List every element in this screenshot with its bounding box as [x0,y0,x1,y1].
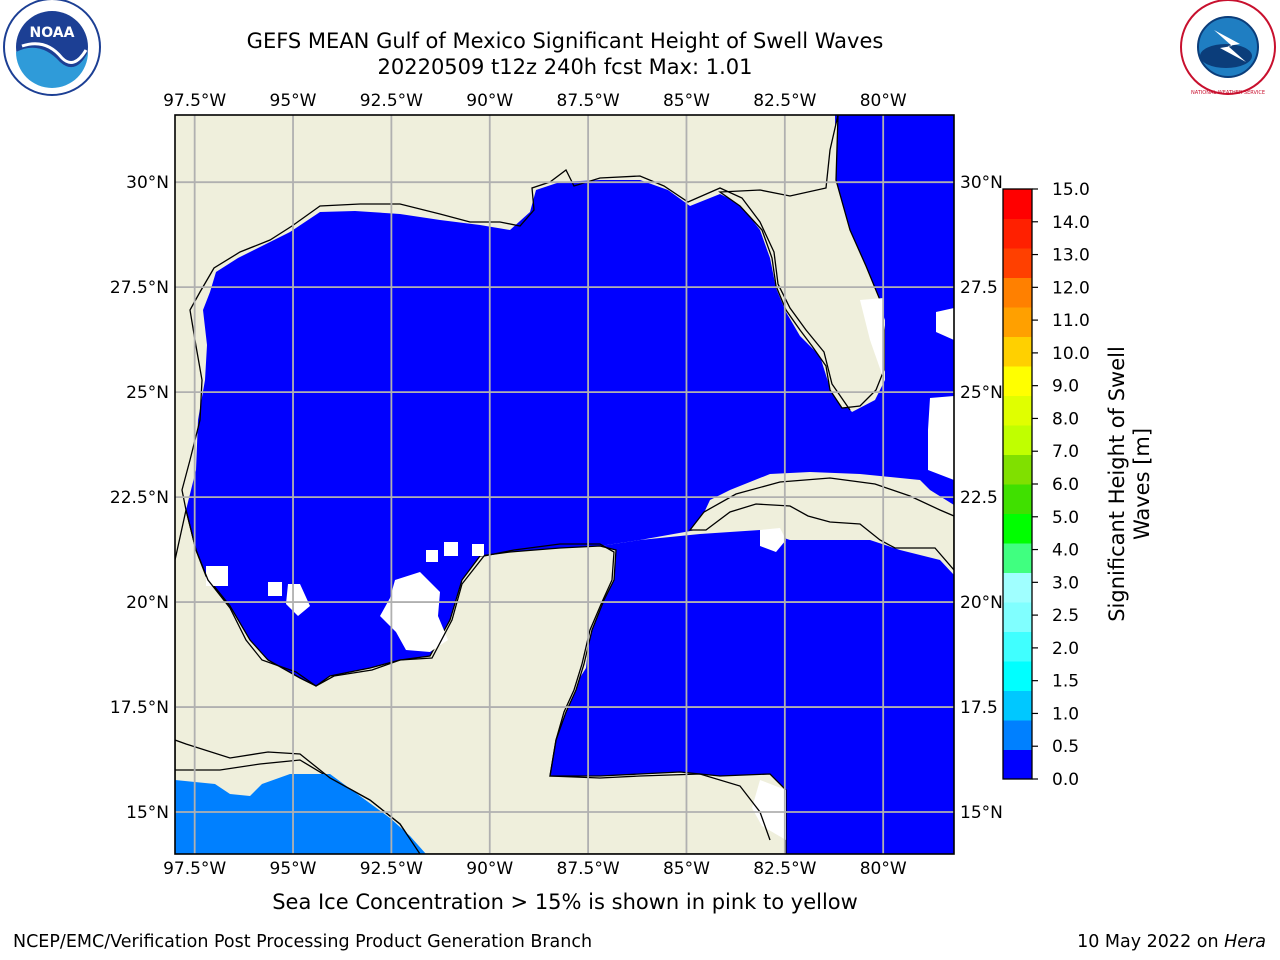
map-border [174,114,955,855]
lon-label-bottom: 85°W [663,859,710,879]
lat-label-left: 20°N [126,593,169,613]
map-subtitle: 20220509 t12z 240h fcst Max: 1.01 [377,55,753,79]
lon-label-bottom: 87.5°W [557,859,620,879]
noaa-logo: NOAA [3,0,101,96]
colorbar-label-line1: Significant Height of Swell [1105,346,1129,622]
svg-text:NATIONAL WEATHER SERVICE: NATIONAL WEATHER SERVICE [1191,90,1265,96]
colorbar-tick-label: 0.0 [1052,770,1079,790]
footer-date-text: 10 May 2022 on [1077,932,1225,952]
colorbar-tick-label: 11.0 [1052,311,1090,331]
lat-label-right: 27.5 [960,278,998,298]
lon-label-top: 90°W [466,91,513,111]
colorbar-ticks: 0.0 0.5 1.0 1.5 2.0 2.5 3.0 4.0 5.0 6.0 7.0 8.0 9.0 1… [1032,180,1090,790]
colorbar-swatch [1003,336,1032,367]
lon-label-bottom: 80°W [860,859,907,879]
florida-peninsula [718,115,885,409]
colorbar-tick-label: 2.5 [1052,606,1079,626]
lat-label-right: 15°N [960,803,1003,823]
lat-label-left: 27.5°N [110,278,169,298]
lat-label-right: 17.5 [960,698,998,718]
colorbar-swatch [1003,484,1032,514]
lon-label-top: 95°W [270,91,317,111]
pacific-swell-field [175,774,426,854]
colorbar-tick-label: 5.0 [1052,508,1079,528]
svg-text:NOAA: NOAA [30,25,75,41]
colorbar: 0.0 0.5 1.0 1.5 2.0 2.5 3.0 4.0 5.0 6.0 7.0 8.0 9.0 1… [1002,180,1154,790]
colorbar-tick-label: 1.5 [1052,672,1079,692]
lon-label-bottom: 82.5°W [753,859,816,879]
colorbar-swatch [1003,366,1032,396]
colorbar-tick-label: 0.5 [1052,737,1079,757]
lon-label-bottom: 90°W [466,859,513,879]
colorbar-swatch [1003,248,1032,278]
lon-label-top: 97.5°W [163,91,226,111]
colorbar-tick-label: 1.0 [1052,704,1079,724]
map-title: GEFS MEAN Gulf of Mexico Significant Hei… [246,29,884,53]
mexico-coastline [185,509,771,841]
footer-host: Hera [1224,932,1266,952]
colorbar-tick-label: 15.0 [1052,180,1090,200]
cuba-island [688,477,954,571]
colorbar-label-line2: Waves [m] [1130,428,1154,540]
colorbar-swatch [1003,749,1032,780]
colorbar-tick-label: 4.0 [1052,541,1079,561]
colorbar-swatch [1003,395,1032,426]
gridlines [175,115,954,854]
colorbar-swatch [1003,454,1032,485]
footer-credit: NCEP/EMC/Verification Post Processing Pr… [13,932,593,952]
map-frame: 97.5°W 97.5°W 95°W 95°W 92.5°W 92.5°W 90°W 90°W… [110,91,1003,879]
lon-label-top: 92.5°W [360,91,423,111]
colorbar-tick-label: 9.0 [1052,377,1079,397]
colorbar-tick-label: 2.0 [1052,639,1079,659]
lon-label-bottom: 97.5°W [163,859,226,879]
colorbar-tick-label: 13.0 [1052,246,1090,266]
colorbar-swatch [1003,307,1032,337]
lat-label-left: 22.5°N [110,488,169,508]
colorbar-swatch [1003,720,1032,750]
lon-label-top: 80°W [860,91,907,111]
colorbar-swatch [1003,277,1032,308]
no-data-patches [206,298,954,840]
sea-ice-note: Sea Ice Concentration > 15% is shown in … [272,890,858,914]
lat-label-right: 20°N [960,593,1003,613]
colorbar-swatch [1003,513,1032,544]
nws-logo: NATIONAL WEATHER SERVICE [1180,0,1276,96]
colorbar-tick-label: 7.0 [1052,442,1079,462]
lon-label-bottom: 92.5°W [360,859,423,879]
lat-label-left: 15°N [126,803,169,823]
lon-label-top: 85°W [663,91,710,111]
gulf-coastline [175,169,851,854]
footer-date: 10 May 2022 on Hera [1077,932,1266,952]
colorbar-swatch [1003,631,1032,662]
colorbar-swatches [1003,189,1032,780]
colorbar-tick-label: 14.0 [1052,213,1090,233]
colorbar-tick-label: 6.0 [1052,475,1079,495]
lon-label-top: 87.5°W [557,91,620,111]
colorbar-swatch [1003,572,1032,603]
colorbar-swatch [1003,425,1032,455]
colorbar-swatch [1003,661,1032,691]
colorbar-tick-label: 10.0 [1052,344,1090,364]
colorbar-swatch [1003,218,1032,249]
axis-labels: 97.5°W 97.5°W 95°W 95°W 92.5°W 92.5°W 90°W 90°W… [110,91,1003,879]
colorbar-tick-label: 3.0 [1052,573,1079,593]
lat-label-right: 30°N [960,173,1003,193]
colorbar-swatch [1003,189,1032,219]
lat-label-right: 25°N [960,383,1003,403]
colorbar-swatch [1003,602,1032,632]
colorbar-tick-label: 8.0 [1052,409,1079,429]
lat-label-left: 25°N [126,383,169,403]
colorbar-swatch [1003,543,1032,573]
lat-label-left: 17.5°N [110,698,169,718]
lat-label-right: 22.5 [960,488,998,508]
colorbar-swatch [1003,690,1032,721]
gulf-swell-field [186,115,954,686]
lon-label-top: 82.5°W [753,91,816,111]
lon-label-bottom: 95°W [270,859,317,879]
lat-label-left: 30°N [126,173,169,193]
colorbar-tick-label: 12.0 [1052,278,1090,298]
